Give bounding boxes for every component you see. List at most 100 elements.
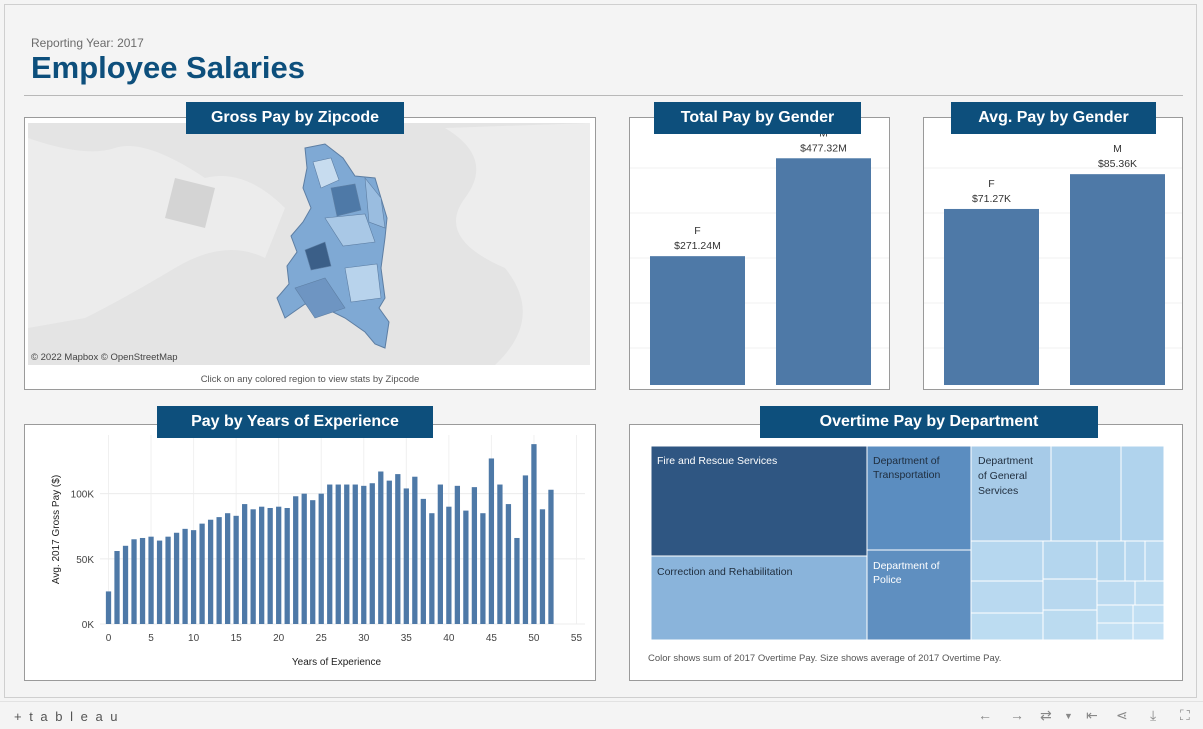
share-icon[interactable]: ⋖	[1116, 707, 1128, 723]
treemap-cell[interactable]	[1124, 540, 1146, 582]
experience-bar[interactable]	[242, 504, 248, 624]
experience-bar[interactable]	[531, 444, 537, 624]
treemap-cell[interactable]	[1042, 540, 1098, 580]
zipcode-region[interactable]	[304, 241, 332, 271]
experience-bar[interactable]	[310, 500, 316, 624]
experience-bar[interactable]	[463, 510, 469, 624]
experience-bar[interactable]	[165, 536, 171, 624]
experience-bar[interactable]	[412, 476, 418, 624]
experience-bar[interactable]	[190, 530, 197, 624]
zipcode-region[interactable]	[344, 263, 382, 303]
experience-bar[interactable]	[429, 513, 435, 624]
revert-dropdown-icon[interactable]: ▼	[1064, 711, 1073, 721]
bar-f[interactable]	[650, 256, 745, 385]
bar-m[interactable]	[776, 158, 871, 385]
experience-bar[interactable]	[182, 528, 188, 624]
experience-bar[interactable]	[327, 484, 333, 624]
treemap-cell[interactable]	[1096, 622, 1134, 641]
treemap-cell[interactable]	[1042, 609, 1098, 641]
treemap-cell[interactable]	[970, 580, 1044, 614]
treemap-cell[interactable]	[1120, 445, 1165, 542]
experience-bar[interactable]	[301, 493, 307, 624]
experience-bar[interactable]	[514, 537, 520, 624]
experience-bar[interactable]	[233, 515, 239, 624]
treemap-cell[interactable]	[970, 540, 1044, 582]
revert-all-icon[interactable]: ⇤	[1086, 707, 1098, 723]
experience-bar[interactable]	[284, 507, 290, 624]
experience-bar[interactable]	[446, 506, 452, 624]
experience-bar[interactable]	[173, 532, 180, 624]
experience-bar[interactable]	[199, 523, 205, 624]
experience-bar[interactable]	[403, 488, 409, 624]
treemap-cell[interactable]	[1096, 604, 1134, 624]
treemap-cell[interactable]	[970, 612, 1044, 641]
experience-bar[interactable]	[293, 496, 299, 624]
experience-bar[interactable]	[224, 513, 231, 624]
experience-bar[interactable]	[335, 484, 341, 624]
bar-f[interactable]	[944, 208, 1039, 385]
experience-bar[interactable]	[259, 506, 265, 624]
treemap-cell-transportation[interactable]	[866, 445, 972, 551]
treemap-cell[interactable]	[1132, 622, 1165, 641]
treemap-cell[interactable]	[1096, 540, 1126, 582]
experience-bar[interactable]	[114, 551, 120, 624]
experience-bar[interactable]	[318, 493, 324, 624]
experience-bar[interactable]	[395, 474, 401, 624]
experience-bar[interactable]	[369, 483, 375, 624]
zipcode-region[interactable]	[312, 157, 340, 189]
download-icon[interactable]: ⤓	[1150, 707, 1157, 723]
experience-bar[interactable]	[420, 498, 426, 624]
revert-icon[interactable]: ⇄	[1040, 707, 1052, 723]
treemap-cell[interactable]	[1144, 540, 1165, 582]
experience-bar[interactable]	[156, 540, 163, 624]
experience-bar[interactable]	[361, 485, 367, 624]
experience-bar[interactable]	[267, 507, 273, 624]
treemap-cell[interactable]	[1134, 580, 1165, 606]
zipcode-region[interactable]	[364, 177, 386, 229]
redo-icon[interactable]: →	[1010, 707, 1024, 723]
treemap-cell[interactable]	[1132, 604, 1165, 624]
bar-m[interactable]	[1070, 174, 1165, 385]
treemap-cell[interactable]	[1042, 578, 1098, 611]
experience-bar[interactable]	[386, 480, 392, 624]
zipcode-region[interactable]	[294, 277, 346, 319]
zipcode-region[interactable]	[330, 183, 362, 217]
experience-bar[interactable]	[207, 519, 214, 624]
experience-bar[interactable]	[250, 509, 256, 624]
zipcode-map[interactable]: © 2022 Mapbox © OpenStreetMap Click on a…	[25, 118, 595, 389]
experience-bar[interactable]	[488, 458, 495, 624]
experience-bar[interactable]	[139, 537, 146, 624]
experience-bar[interactable]	[276, 506, 282, 624]
tableau-logo[interactable]: + t a b l e a u	[14, 709, 120, 724]
experience-bar[interactable]	[378, 471, 384, 624]
experience-bar[interactable]	[505, 504, 512, 624]
experience-bar[interactable]	[497, 484, 503, 624]
experience-bar[interactable]	[471, 487, 478, 624]
zipcode-region[interactable]	[324, 213, 376, 247]
experience-bar[interactable]	[437, 484, 443, 624]
experience-bar[interactable]	[352, 484, 358, 624]
experience-bar[interactable]	[216, 517, 222, 624]
treemap-cell-fire-rescue[interactable]	[650, 445, 868, 557]
experience-bar[interactable]	[122, 545, 129, 624]
treemap-cell[interactable]	[1096, 580, 1136, 606]
experience-bar[interactable]	[131, 539, 137, 624]
experience-bar[interactable]	[105, 591, 112, 624]
experience-bar[interactable]	[539, 509, 546, 624]
experience-bar[interactable]	[148, 536, 154, 624]
treemap-cell[interactable]	[1050, 445, 1122, 542]
experience-bar[interactable]	[344, 484, 350, 624]
experience-bar[interactable]	[454, 485, 461, 624]
experience-bar[interactable]	[548, 489, 554, 624]
undo-icon[interactable]: ←	[978, 707, 992, 723]
overtime-treemap[interactable]: Fire and Rescue Services Correction and …	[630, 425, 1182, 680]
x-tick-label: 35	[401, 633, 413, 644]
treemap-cell-police[interactable]	[866, 549, 972, 641]
treemap-cell-correction[interactable]	[650, 555, 868, 641]
fullscreen-icon[interactable]: ⛶	[1180, 707, 1190, 723]
treemap-cell-general-services[interactable]	[970, 445, 1052, 542]
experience-bar[interactable]	[522, 475, 529, 624]
overtime-title: Overtime Pay by Department	[760, 406, 1098, 438]
experience-bar[interactable]	[480, 513, 486, 624]
map-caption: Click on any colored region to view stat…	[201, 374, 420, 385]
